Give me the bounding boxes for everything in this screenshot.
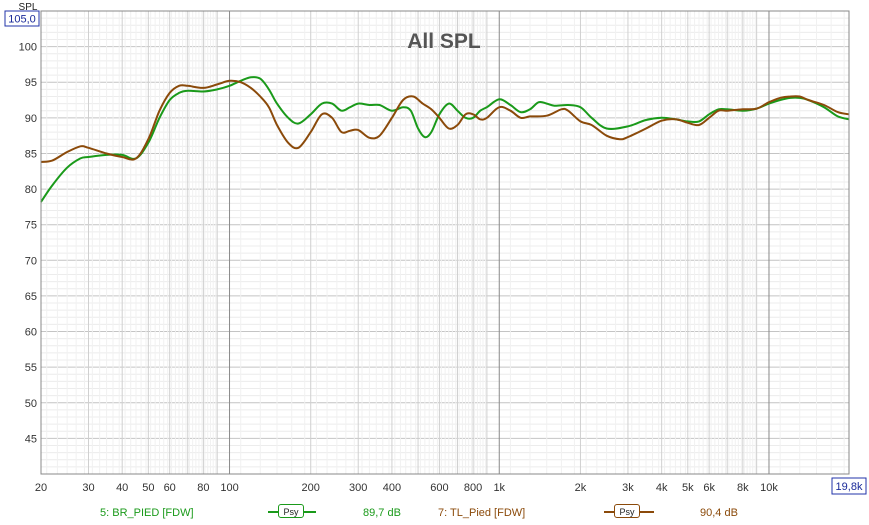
y-tick-label: 85 (25, 148, 37, 160)
y-axis-label: SPL (19, 2, 38, 13)
y-tick-label: 60 (25, 327, 37, 339)
x-tick-label: 4k (656, 482, 668, 494)
chart-title: All SPL (407, 30, 481, 53)
x-tick-label: 300 (349, 482, 367, 494)
x-tick-label: 6k (703, 482, 715, 494)
x-tick-label: 3k (622, 482, 634, 494)
y-max-field[interactable]: 105,0 (4, 10, 40, 27)
x-tick-label: 30 (82, 482, 94, 494)
x-tick-label: 60 (164, 482, 176, 494)
legend-series-1-smoothing-button[interactable]: Psy (278, 504, 304, 518)
y-tick-label: 95 (25, 77, 37, 89)
y-tick-label: 100 (19, 42, 37, 54)
x-tick-label: 40 (116, 482, 128, 494)
x-tick-label: 800 (464, 482, 482, 494)
x-tick-label: 2k (575, 482, 587, 494)
x-tick-label: 400 (383, 482, 401, 494)
x-tick-label: 50 (142, 482, 154, 494)
x-tick-label: 8k (737, 482, 749, 494)
x-tick-label: 20 (35, 482, 47, 494)
y-tick-label: 75 (25, 220, 37, 232)
series-line-2 (40, 79, 850, 163)
legend-series-1-level: 89,7 dB (363, 507, 401, 519)
grid (40, 10, 849, 475)
x-tick-label: 10k (760, 482, 778, 494)
x-tick-label: 100 (220, 482, 238, 494)
legend-series-1-name: 5: BR_PIED [FDW] (100, 507, 194, 519)
series-line-1 (40, 76, 850, 203)
series-lines (40, 76, 850, 203)
tick-labels: 45 50 55 60 65 70 75 80 85 90 95 100 20 30 40 50 60 80 100… (19, 42, 779, 494)
legend-series-2-level: 90,4 dB (700, 507, 738, 519)
spl-chart: 45 50 55 60 65 70 75 80 85 90 95 100 20 30 40 50 60 80 100… (4, 2, 867, 495)
y-tick-label: 80 (25, 184, 37, 196)
y-tick-label: 90 (25, 113, 37, 125)
legend-series-2-name: 7: TL_Pied [FDW] (438, 507, 526, 519)
y-tick-label: 70 (25, 255, 37, 267)
y-tick-label: 55 (25, 362, 37, 374)
y-tick-label: 45 (25, 433, 37, 445)
x-tick-label: 80 (197, 482, 209, 494)
legend-series-2-smoothing-button[interactable]: Psy (614, 504, 640, 518)
x-max-field[interactable]: 19,8k (831, 477, 867, 495)
x-tick-label: 1k (493, 482, 505, 494)
y-tick-label: 50 (25, 398, 37, 410)
plot-frame (40, 10, 850, 475)
x-tick-label: 600 (430, 482, 448, 494)
y-tick-label: 65 (25, 291, 37, 303)
x-max-value: 19,8k (836, 481, 863, 493)
x-tick-label: 200 (302, 482, 320, 494)
y-max-value: 105,0 (8, 14, 36, 26)
x-tick-label: 5k (682, 482, 694, 494)
legend: 5: BR_PIED [FDW] Psy 89,7 dB 7: TL_Pied … (0, 500, 869, 525)
